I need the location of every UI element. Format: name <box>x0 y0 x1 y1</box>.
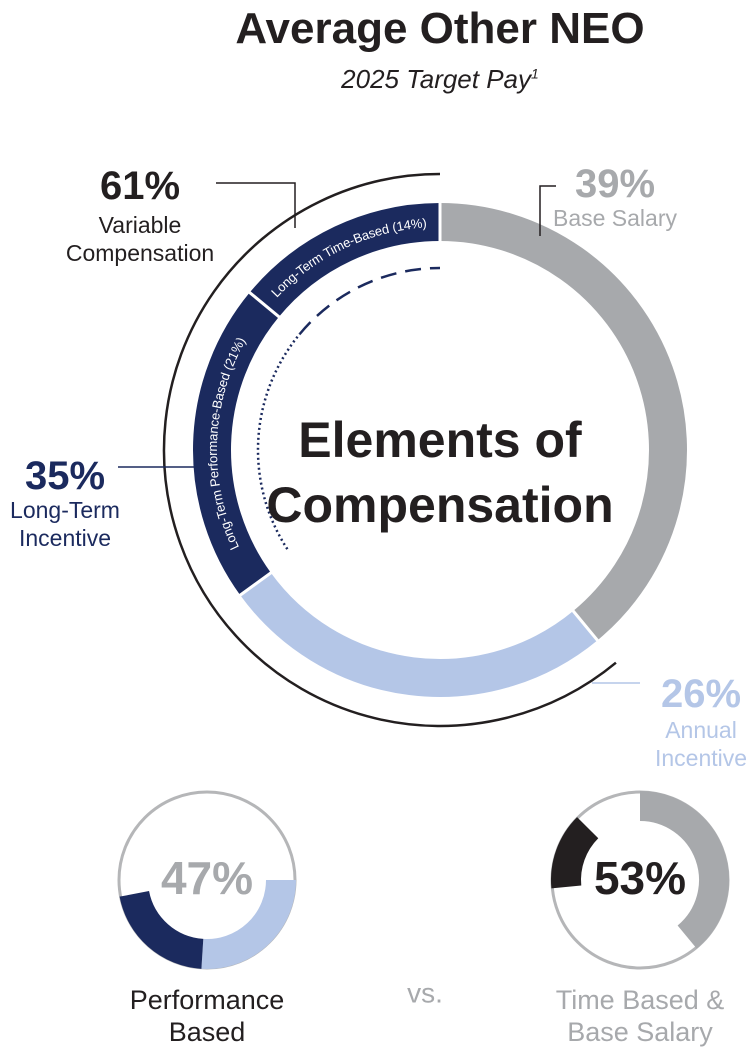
vs-label: vs. <box>407 977 443 1008</box>
center-label: Elements of Compensation <box>266 412 614 533</box>
category-label: Base Salary <box>552 205 677 231</box>
donut-segment <box>240 572 598 697</box>
segment-separator <box>247 290 281 319</box>
subtitle-text: 2025 Target Pay <box>341 64 532 94</box>
footnote-mark: 1 <box>531 65 539 82</box>
donut-segment <box>249 203 441 318</box>
value-label: 39% <box>574 162 656 206</box>
donut-name-label: Time Based & Base Salary <box>555 985 725 1048</box>
chart-title: Average Other NEO <box>235 4 645 53</box>
group-name-label: Long-Term Incentive <box>10 497 120 551</box>
group-arc <box>162 172 617 728</box>
group-arc <box>256 333 301 550</box>
donut-name-label: Performance Based <box>129 985 285 1048</box>
donut-segment <box>119 890 204 969</box>
group-value-label: 35% <box>24 454 106 498</box>
donut-segment <box>551 817 599 889</box>
group-arc <box>298 266 441 335</box>
donut-segment <box>439 203 687 641</box>
donut-value-label: 47% <box>161 852 253 904</box>
connector <box>216 182 296 228</box>
connector <box>539 185 556 236</box>
category-label: Annual Incentive <box>654 717 748 771</box>
donut-segment <box>639 791 729 949</box>
segment-separator <box>571 609 600 643</box>
group-value-label: 61% <box>99 164 181 208</box>
value-label: 26% <box>660 672 742 716</box>
donut-value-label: 53% <box>594 852 686 904</box>
group-name-label: Variable Compensation <box>65 212 215 266</box>
segment-separator <box>238 571 273 597</box>
chart-subtitle: 2025 Target Pay1 <box>140 64 740 95</box>
donut-segment <box>193 292 280 596</box>
donut-segment <box>201 879 296 969</box>
